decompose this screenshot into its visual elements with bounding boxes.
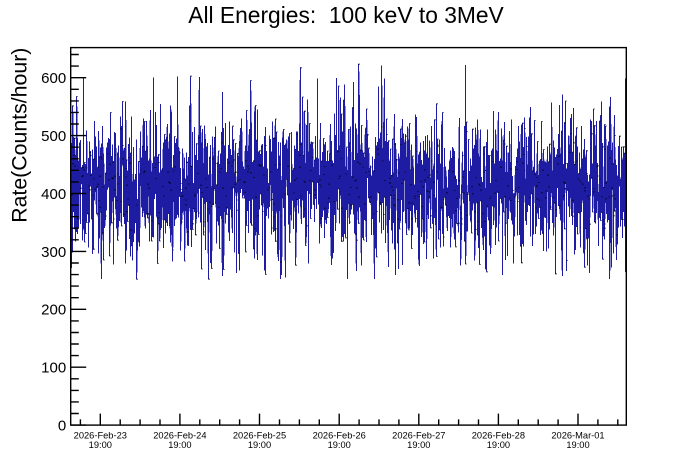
svg-text:2026-Feb-28: 2026-Feb-28 (472, 430, 525, 440)
svg-text:19:00: 19:00 (407, 440, 430, 450)
svg-text:2026-Feb-26: 2026-Feb-26 (313, 430, 366, 440)
svg-text:2026-Mar-01: 2026-Mar-01 (551, 430, 604, 440)
svg-text:0: 0 (58, 418, 66, 435)
svg-text:19:00: 19:00 (248, 440, 271, 450)
svg-text:100: 100 (41, 360, 66, 377)
svg-text:19:00: 19:00 (487, 440, 510, 450)
svg-text:19:00: 19:00 (89, 440, 112, 450)
svg-text:All Energies: 100 keV to 3MeV: All Energies: 100 keV to 3MeV (188, 2, 504, 28)
svg-text:2026-Feb-24: 2026-Feb-24 (153, 430, 206, 440)
svg-text:19:00: 19:00 (168, 440, 191, 450)
svg-text:600: 600 (41, 70, 66, 87)
svg-text:19:00: 19:00 (328, 440, 351, 450)
svg-text:300: 300 (41, 244, 66, 261)
svg-text:200: 200 (41, 302, 66, 319)
svg-text:Rate(Counts/hour): Rate(Counts/hour) (8, 48, 32, 223)
svg-text:19:00: 19:00 (566, 440, 589, 450)
svg-text:500: 500 (41, 128, 66, 145)
svg-text:2026-Feb-25: 2026-Feb-25 (233, 430, 286, 440)
svg-text:2026-Feb-27: 2026-Feb-27 (392, 430, 445, 440)
svg-text:2026-Feb-23: 2026-Feb-23 (74, 430, 127, 440)
svg-text:400: 400 (41, 186, 66, 203)
